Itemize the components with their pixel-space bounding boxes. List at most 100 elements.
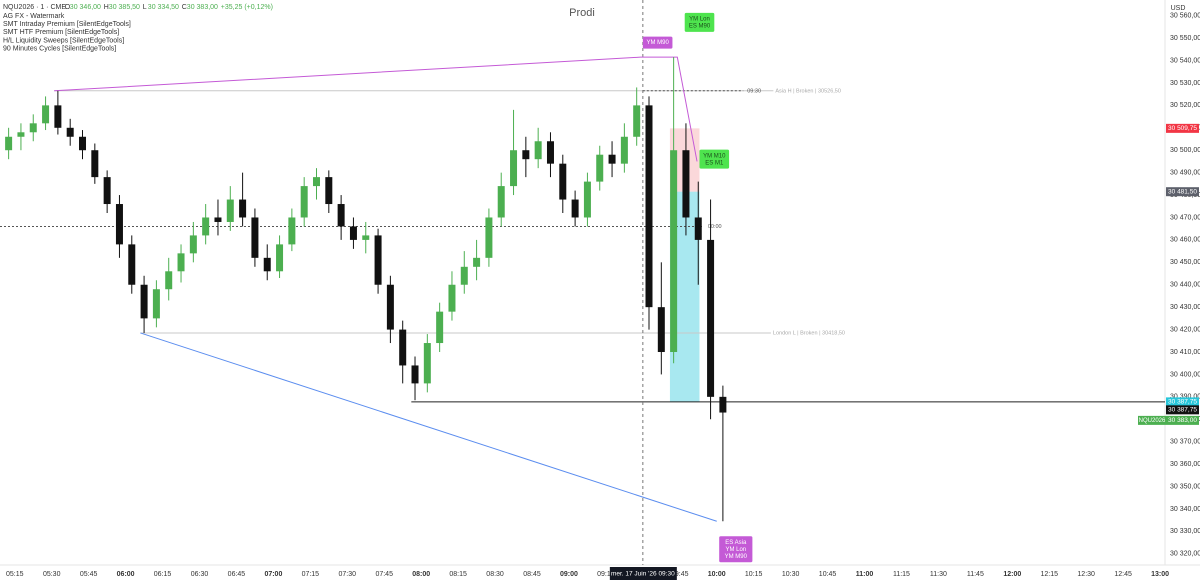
y-tick-label: 30 390,00 [1170, 394, 1200, 401]
candle-body [374, 235, 382, 285]
annotation-text: YM M10 [703, 153, 726, 159]
candle-body [288, 217, 296, 245]
x-tick-label: 05:45 [80, 571, 98, 578]
price-label: 30 481,50 [1168, 188, 1197, 195]
x-tick-label: 09:15 [597, 571, 615, 578]
candle-body [152, 289, 160, 319]
candle-body [54, 105, 62, 128]
plot-area: Asia H | Broken | 30526,50 09:30 00:00 Lond… [0, 0, 1165, 565]
crosshair-time: mer. 17 Juin '26 09:30 [611, 571, 675, 578]
candle-body [202, 217, 210, 236]
x-tick-label: 10:30 [782, 571, 800, 578]
x-tick-label: 07:15 [302, 571, 320, 578]
y-tick-label: 30 560,00 [1170, 13, 1200, 20]
candle-body [485, 217, 493, 258]
candle-body [657, 307, 665, 353]
candle-body [276, 244, 284, 272]
y-tick-label: 30 340,00 [1170, 506, 1200, 513]
x-tick-label: 10:00 [708, 571, 726, 578]
candle-body [189, 235, 197, 254]
price-label-box [1166, 187, 1199, 197]
indicator: SMT HTF Premium [SilentEdgeTools] [3, 29, 119, 36]
price-label-box [1166, 123, 1199, 133]
y-tick-label: 30 320,00 [1170, 551, 1200, 558]
candle-body [386, 284, 394, 330]
candle-body [559, 163, 567, 200]
candle-body [719, 396, 727, 413]
candle-body [325, 177, 333, 205]
trend-line [140, 332, 717, 522]
trend-line [54, 56, 698, 162]
y-tick-label: 30 550,00 [1170, 35, 1200, 42]
y-tick-label: 30 410,00 [1170, 349, 1200, 356]
indicator: AG FX - Watermark [3, 13, 65, 20]
candle-body [460, 266, 468, 285]
ohlc-value: 30 334,50 [148, 4, 179, 11]
x-tick-label: 08:15 [449, 571, 467, 578]
symbol-label-box [1138, 415, 1166, 425]
price-label: 30 387,75 [1168, 399, 1197, 406]
annotation-text: ES Asia [725, 540, 747, 546]
annotation-text: ES M90 [689, 23, 711, 29]
x-tick-label: 12:30 [1077, 571, 1095, 578]
candle-body [473, 257, 481, 267]
ohlc-key: C [182, 4, 187, 11]
level-label: London L | Broken | 30418,50 [773, 330, 845, 336]
y-tick-label: 30 440,00 [1170, 282, 1200, 289]
x-tick-label: 10:45 [819, 571, 837, 578]
chart-title: Prodi [569, 7, 595, 19]
x-tick-label: 07:00 [264, 571, 282, 578]
x-tick-label: 06:45 [228, 571, 246, 578]
candle-body [263, 257, 271, 272]
x-tick-label: 13:00 [1151, 571, 1169, 578]
x-tick-label: 09:00 [560, 571, 578, 578]
candle-body [694, 217, 702, 240]
candle-body [583, 181, 591, 218]
candle-body [91, 150, 99, 178]
candle-body [29, 123, 37, 133]
x-tick-label: 10:15 [745, 571, 763, 578]
candle-body [620, 136, 628, 164]
candle-body [66, 127, 74, 137]
annotation-text: YM M90 [725, 554, 748, 560]
y-tick-label: 30 330,00 [1170, 528, 1200, 535]
y-tick-label: 30 460,00 [1170, 237, 1200, 244]
candle-body [140, 284, 148, 319]
y-tick-label: 30 490,00 [1170, 169, 1200, 176]
annotation-box [642, 36, 673, 49]
x-tick-label: 06:00 [117, 571, 135, 578]
ohlc-key: H [104, 4, 109, 11]
symbol: NQU2026 · 1 · CME [3, 4, 66, 11]
x-tick-label: 09:45 [671, 571, 689, 578]
annotation-box [719, 536, 753, 563]
x-tick-label: 12:00 [1003, 571, 1021, 578]
y-tick-label: 30 500,00 [1170, 147, 1200, 154]
annotation-box [684, 12, 715, 32]
candle-body [349, 226, 357, 240]
price-label: 30 383,00 [1168, 417, 1197, 424]
level-label: Asia H | Broken | 30526,50 [775, 88, 841, 94]
candle-body [251, 217, 259, 258]
currency: USD [1171, 5, 1186, 12]
candle-body [670, 150, 678, 353]
candle-body [226, 199, 234, 222]
ohlc-value: 30 383,00 [187, 4, 218, 11]
x-tick-label: 11:45 [967, 571, 984, 578]
candle-body [79, 136, 87, 151]
x-tick-label: 05:30 [43, 571, 61, 578]
ohlc-value: 30 385,50 [109, 4, 140, 11]
price-label-box [1166, 397, 1199, 407]
candle-body [5, 136, 13, 151]
indicator: H/L Liquidity Sweeps [SilentEdgeTools] [3, 37, 124, 44]
indicator: 90 Minutes Cycles [SilentEdgeTools] [3, 46, 116, 53]
price-label: 30 387,75 [1168, 407, 1197, 414]
ohlc-key: L [143, 4, 147, 11]
candle-body [546, 141, 554, 164]
y-tick-label: 30 430,00 [1170, 304, 1200, 311]
x-tick-label: 08:30 [486, 571, 504, 578]
ohlc-key: O [65, 4, 71, 11]
candle-body [128, 244, 136, 285]
symbol-label: NQU2026 [1139, 418, 1166, 424]
x-tick-label: 12:45 [1114, 571, 1132, 578]
